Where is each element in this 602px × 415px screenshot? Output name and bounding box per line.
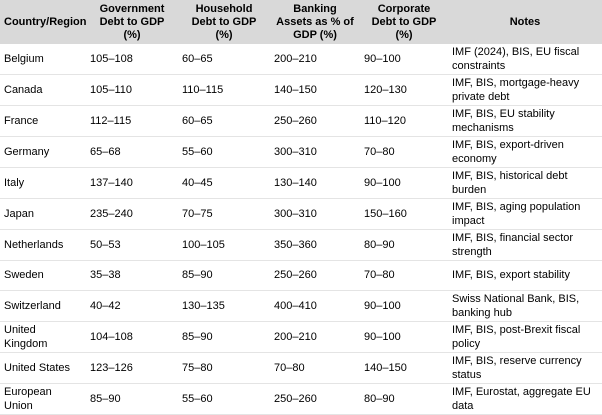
value-cell: 400–410 (270, 290, 360, 322)
value-cell: 110–115 (178, 74, 270, 106)
table-row: European Union 85–90 55–60 250–260 80–90 IMF,… (0, 383, 602, 415)
country-cell: Netherlands (0, 229, 86, 261)
country-cell: France (0, 105, 86, 137)
notes-cell: IMF, Eurostat, aggregate EU data (448, 383, 602, 415)
header-cell: Government Debt to GDP (%) (86, 0, 178, 44)
value-cell: 90–100 (360, 321, 448, 353)
value-cell: 130–135 (178, 290, 270, 322)
value-cell: 90–100 (360, 44, 448, 75)
value-cell: 130–140 (270, 167, 360, 199)
value-cell: 55–60 (178, 383, 270, 415)
country-cell: Belgium (0, 44, 86, 75)
country-cell: Japan (0, 198, 86, 230)
value-cell: 120–130 (360, 74, 448, 106)
notes-cell: IMF, BIS, financial sector strength (448, 229, 602, 261)
header-row: Country/Region Government Debt to GDP (%)… (0, 0, 602, 44)
value-cell: 200–210 (270, 321, 360, 353)
value-cell: 90–100 (360, 167, 448, 199)
header-cell: Household Debt to GDP (%) (178, 0, 270, 44)
value-cell: 80–90 (360, 229, 448, 261)
value-cell: 100–105 (178, 229, 270, 261)
value-cell: 150–160 (360, 198, 448, 230)
value-cell: 137–140 (86, 167, 178, 199)
notes-cell: IMF, BIS, export stability (448, 260, 602, 291)
value-cell: 112–115 (86, 105, 178, 137)
country-cell: Canada (0, 74, 86, 106)
country-cell: United Kingdom (0, 321, 86, 353)
table-row: Switzerland 40–42 130–135 400–410 90–100 Swis… (0, 290, 602, 322)
value-cell: 65–68 (86, 136, 178, 168)
value-cell: 123–126 (86, 352, 178, 384)
notes-cell: IMF (2024), BIS, EU fiscal constraints (448, 44, 602, 75)
value-cell: 70–80 (360, 136, 448, 168)
value-cell: 80–90 (360, 383, 448, 415)
value-cell: 235–240 (86, 198, 178, 230)
notes-cell: IMF, BIS, reserve currency status (448, 352, 602, 384)
notes-cell: IMF, BIS, export-driven economy (448, 136, 602, 168)
notes-cell: Swiss National Bank, BIS, banking hub (448, 290, 602, 322)
country-cell: United States (0, 352, 86, 384)
value-cell: 350–360 (270, 229, 360, 261)
value-cell: 75–80 (178, 352, 270, 384)
notes-cell: IMF, BIS, post-Brexit fiscal policy (448, 321, 602, 353)
value-cell: 250–260 (270, 105, 360, 137)
table-row: Netherlands 50–53 100–105 350–360 80–90 IMF, … (0, 229, 602, 261)
value-cell: 200–210 (270, 44, 360, 75)
table-row: Italy 137–140 40–45 130–140 90–100 IMF, BIS, … (0, 167, 602, 199)
value-cell: 300–310 (270, 198, 360, 230)
value-cell: 110–120 (360, 105, 448, 137)
value-cell: 85–90 (178, 321, 270, 353)
value-cell: 60–65 (178, 44, 270, 75)
notes-cell: IMF, BIS, historical debt burden (448, 167, 602, 199)
table-row: United Kingdom 104–108 85–90 200–210 90–100 I… (0, 321, 602, 353)
value-cell: 90–100 (360, 290, 448, 322)
value-cell: 140–150 (270, 74, 360, 106)
header-cell: Notes (448, 0, 602, 44)
notes-cell: IMF, BIS, mortgage-heavy private debt (448, 74, 602, 106)
value-cell: 140–150 (360, 352, 448, 384)
value-cell: 250–260 (270, 383, 360, 415)
value-cell: 40–45 (178, 167, 270, 199)
country-cell: European Union (0, 383, 86, 415)
table-header: Country/Region Government Debt to GDP (%)… (0, 0, 602, 44)
value-cell: 55–60 (178, 136, 270, 168)
value-cell: 250–260 (270, 260, 360, 291)
country-cell: Switzerland (0, 290, 86, 322)
value-cell: 85–90 (178, 260, 270, 291)
country-cell: Italy (0, 167, 86, 199)
value-cell: 35–38 (86, 260, 178, 291)
value-cell: 40–42 (86, 290, 178, 322)
value-cell: 104–108 (86, 321, 178, 353)
table-body: Belgium 105–108 60–65 200–210 90–100 IMF (202… (0, 44, 602, 415)
value-cell: 70–80 (360, 260, 448, 291)
header-cell: Banking Assets as % of GDP (%) (270, 0, 360, 44)
value-cell: 50–53 (86, 229, 178, 261)
value-cell: 60–65 (178, 105, 270, 137)
notes-cell: IMF, BIS, aging population impact (448, 198, 602, 230)
table-row: Belgium 105–108 60–65 200–210 90–100 IMF (202… (0, 44, 602, 75)
country-cell: Germany (0, 136, 86, 168)
table-row: Germany 65–68 55–60 300–310 70–80 IMF, BIS, e… (0, 136, 602, 168)
table-row: Japan 235–240 70–75 300–310 150–160 IMF, BIS,… (0, 198, 602, 230)
table-row: Sweden 35–38 85–90 250–260 70–80 IMF, BIS, ex… (0, 260, 602, 291)
value-cell: 300–310 (270, 136, 360, 168)
value-cell: 105–110 (86, 74, 178, 106)
value-cell: 70–80 (270, 352, 360, 384)
header-cell: Country/Region (0, 0, 87, 44)
table-row: United States 123–126 75–80 70–80 140–150 IMF… (0, 352, 602, 384)
country-cell: Sweden (0, 260, 86, 291)
value-cell: 85–90 (86, 383, 178, 415)
table-row: France 112–115 60–65 250–260 110–120 IMF, BIS… (0, 105, 602, 137)
table-row: Canada 105–110 110–115 140–150 120–130 IMF, B… (0, 74, 602, 106)
notes-cell: IMF, BIS, EU stability mechanisms (448, 105, 602, 137)
header-cell: Corporate Debt to GDP (%) (360, 0, 448, 44)
value-cell: 105–108 (86, 44, 178, 75)
value-cell: 70–75 (178, 198, 270, 230)
